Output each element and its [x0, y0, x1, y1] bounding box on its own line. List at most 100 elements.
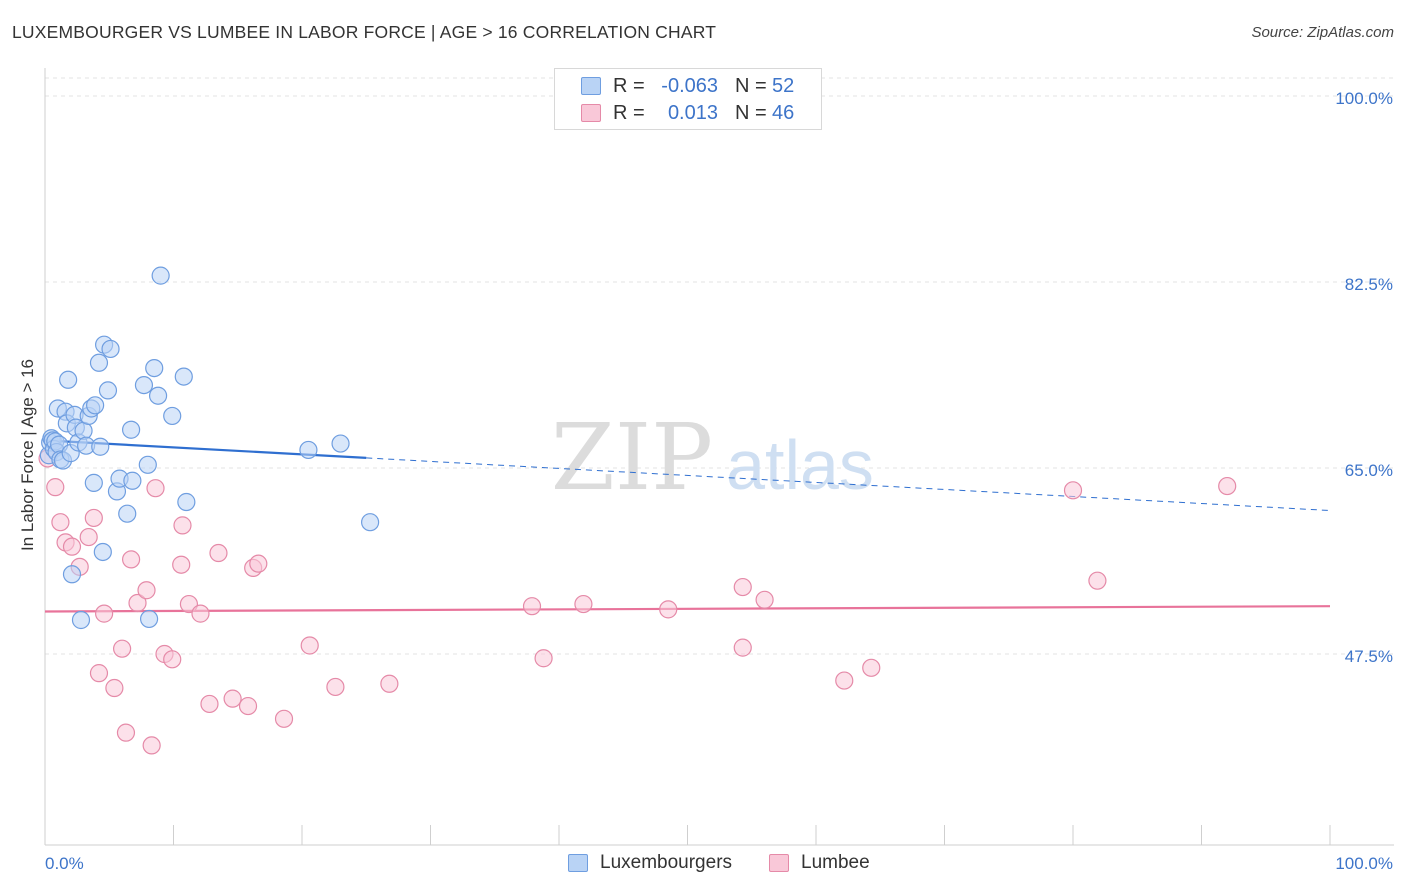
point-lumbee	[1218, 476, 1237, 496]
point-lumbee	[173, 516, 192, 535]
point-luxembourgers	[134, 375, 154, 395]
point-lumbee	[84, 508, 103, 528]
point-lumbee	[105, 678, 124, 698]
legend-n-label: N =	[735, 102, 767, 124]
point-lumbee	[300, 636, 319, 655]
point-lumbee	[755, 590, 774, 609]
point-luxembourgers	[151, 266, 170, 285]
point-luxembourgers	[89, 353, 109, 372]
point-lumbee	[534, 649, 553, 668]
legend-r-value: -0.063	[661, 75, 718, 97]
x-tick-label: 100.0%	[1335, 854, 1393, 873]
point-luxembourgers	[299, 440, 318, 460]
point-lumbee	[128, 593, 147, 613]
point-lumbee	[121, 550, 141, 569]
series-legend-label: Lumbee	[801, 852, 870, 873]
point-luxembourgers	[123, 471, 142, 490]
axes	[44, 68, 1394, 846]
point-lumbee	[1063, 481, 1083, 500]
point-lumbee	[209, 543, 228, 563]
source-label: Source: ZipAtlas.com	[1251, 24, 1394, 41]
point-luxembourgers	[174, 367, 193, 386]
point-luxembourgers	[121, 420, 141, 439]
series-swatch-pink	[769, 854, 789, 872]
data-points	[38, 266, 1237, 755]
y-tick-label: 100.0%	[1335, 89, 1393, 108]
legend-n-value: 52	[772, 75, 795, 97]
legend-row-lumbee: R = 0.013 N = 46	[555, 100, 823, 126]
point-luxembourgers	[139, 609, 159, 629]
point-lumbee	[191, 604, 210, 623]
point-lumbee	[223, 689, 242, 708]
point-lumbee	[95, 604, 114, 623]
y-tick-label: 82.5%	[1345, 275, 1393, 294]
point-lumbee	[659, 600, 678, 619]
point-luxembourgers	[84, 473, 103, 492]
point-lumbee	[200, 694, 219, 714]
point-luxembourgers	[331, 434, 350, 453]
legend-r-label: R =	[613, 102, 645, 124]
watermark-zip: ZIP	[551, 404, 713, 511]
point-lumbee	[142, 736, 161, 755]
point-lumbee	[1088, 571, 1107, 590]
point-luxembourgers	[148, 386, 168, 405]
point-lumbee	[835, 671, 854, 690]
point-luxembourgers	[145, 358, 164, 378]
point-luxembourgers	[138, 455, 157, 474]
y-tick-label: 47.5%	[1345, 647, 1393, 666]
correlation-legend: R = -0.063 N = 52 R = 0.013 N = 46	[554, 68, 822, 130]
point-luxembourgers	[118, 504, 137, 523]
series-legend-label: Luxembourgers	[600, 852, 733, 873]
legend-r-value: 0.013	[667, 102, 718, 124]
point-lumbee	[46, 478, 65, 497]
point-lumbee	[238, 696, 258, 716]
point-lumbee	[522, 597, 542, 616]
point-luxembourgers	[93, 542, 112, 562]
point-luxembourgers	[98, 381, 118, 400]
tick-labels: 47.5% 65.0% 82.5% 100.0% 0.0% 100.0%	[45, 89, 1393, 873]
point-lumbee	[862, 658, 881, 677]
trend-line-lumbee	[44, 605, 1331, 613]
legend-n-value: 46	[772, 102, 795, 124]
point-luxembourgers	[177, 492, 196, 512]
point-luxembourgers	[62, 565, 82, 584]
point-luxembourgers	[101, 339, 120, 359]
point-lumbee	[733, 577, 752, 597]
legend-swatch-blue	[581, 77, 601, 95]
point-lumbee	[326, 677, 345, 697]
point-lumbee	[733, 638, 752, 657]
point-lumbee	[79, 527, 98, 547]
trend-line-luxembourgers-extended	[366, 457, 1331, 512]
point-lumbee	[51, 513, 70, 532]
y-axis-label: In Labor Force | Age > 16	[18, 358, 37, 552]
point-lumbee	[249, 554, 268, 573]
point-lumbee	[89, 664, 109, 683]
point-lumbee	[274, 709, 294, 728]
legend-swatch-pink	[581, 104, 601, 122]
point-lumbee	[172, 555, 191, 574]
point-lumbee	[137, 581, 156, 600]
point-luxembourgers	[59, 370, 78, 389]
point-luxembourgers	[86, 396, 105, 415]
point-lumbee	[146, 479, 165, 498]
point-lumbee	[574, 594, 593, 614]
point-lumbee	[112, 639, 132, 658]
watermark: ZIP atlas	[551, 404, 874, 511]
watermark-atlas: atlas	[726, 426, 874, 504]
legend-r-label: R =	[613, 75, 645, 97]
legend-n-label: N =	[735, 75, 767, 97]
point-lumbee	[380, 674, 399, 693]
series-swatch-blue	[568, 854, 588, 872]
point-luxembourgers	[361, 513, 380, 532]
point-lumbee	[62, 537, 82, 556]
chart-title: LUXEMBOURGER VS LUMBEE IN LABOR FORCE | …	[12, 22, 717, 42]
y-tick-label: 65.0%	[1345, 461, 1393, 480]
point-luxembourgers	[163, 406, 182, 426]
legend-row-luxembourgers: R = -0.063 N = 52	[555, 73, 823, 99]
point-lumbee	[163, 650, 182, 669]
point-luxembourgers	[91, 437, 110, 456]
point-lumbee	[116, 723, 136, 742]
point-luxembourgers	[71, 610, 91, 630]
x-tick-label: 0.0%	[45, 854, 84, 873]
